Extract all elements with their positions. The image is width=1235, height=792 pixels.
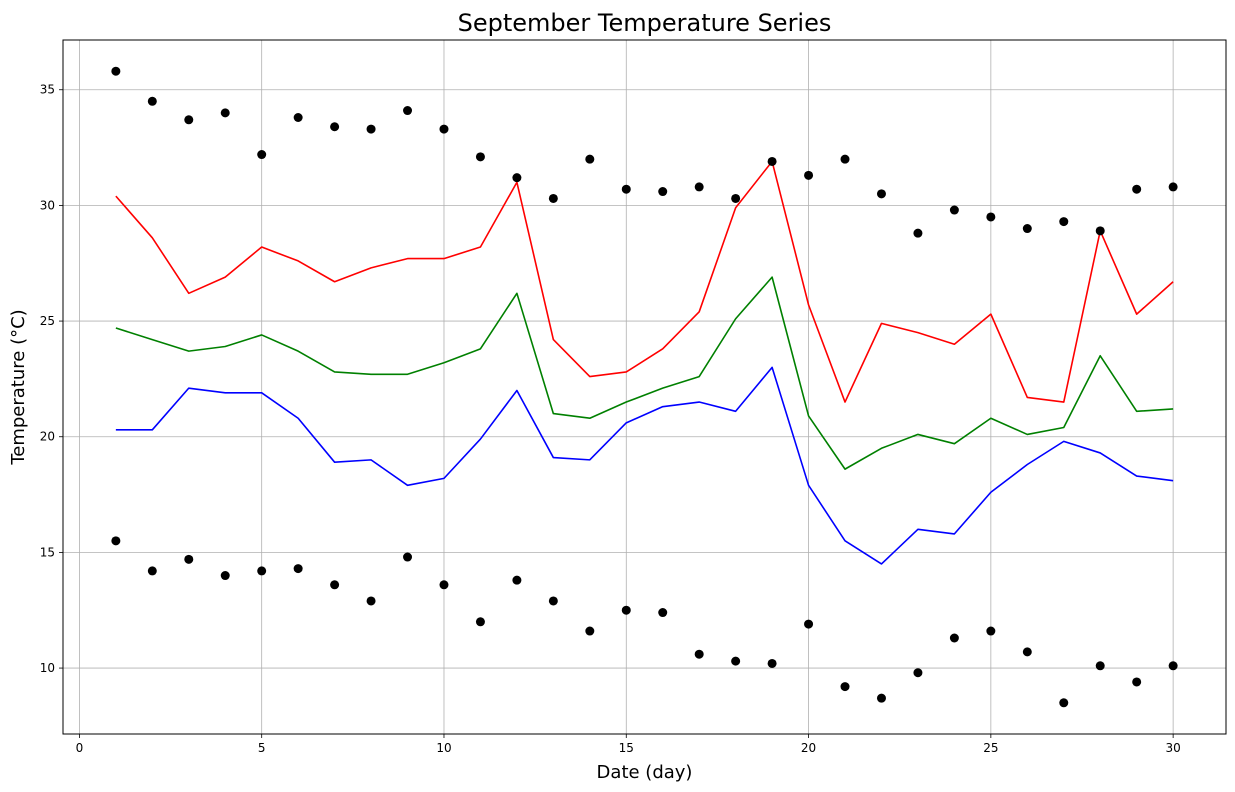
x-tick-label: 0 [76, 741, 84, 755]
x-tick-label: 30 [1165, 741, 1180, 755]
x-axis-title: Date (day) [597, 762, 693, 783]
scatter-point-4 [220, 571, 230, 581]
scatter-point-4 [694, 649, 704, 659]
scatter-point-4 [439, 580, 449, 590]
scatter-point-3 [220, 108, 230, 118]
scatter-point-3 [512, 173, 522, 183]
scatter-point-3 [548, 193, 558, 203]
scatter-point-3 [913, 228, 923, 238]
y-tick-label: 10 [40, 661, 55, 675]
scatter-point-4 [949, 633, 959, 643]
scatter-point-3 [1095, 226, 1105, 236]
scatter-point-3 [1022, 224, 1032, 234]
scatter-point-3 [366, 124, 376, 134]
scatter-point-3 [767, 156, 777, 166]
scatter-point-4 [913, 668, 923, 678]
scatter-point-4 [548, 596, 558, 606]
scatter-point-4 [731, 656, 741, 666]
scatter-point-4 [111, 536, 121, 546]
scatter-point-3 [475, 152, 485, 162]
scatter-point-4 [257, 566, 267, 576]
series-layer [111, 66, 1178, 708]
x-tick-label: 10 [436, 741, 451, 755]
x-tick-label: 15 [619, 741, 634, 755]
x-tick-label: 20 [801, 741, 816, 755]
scatter-point-4 [184, 554, 194, 564]
y-tick-label: 20 [40, 430, 55, 444]
scatter-point-4 [512, 575, 522, 585]
scatter-point-4 [658, 608, 668, 618]
scatter-point-3 [804, 170, 814, 180]
scatter-point-3 [949, 205, 959, 215]
scatter-point-4 [804, 619, 814, 629]
x-tick-label: 25 [983, 741, 998, 755]
scatter-point-3 [111, 66, 121, 76]
scatter-point-4 [1022, 647, 1032, 657]
scatter-point-3 [840, 154, 850, 164]
y-tick-label: 30 [40, 198, 55, 212]
scatter-point-3 [293, 112, 303, 122]
y-tick-label: 35 [40, 83, 55, 97]
scatter-point-4 [366, 596, 376, 606]
y-axis-title: Temperature (°C) [8, 309, 29, 465]
scatter-point-3 [439, 124, 449, 134]
scatter-point-3 [876, 189, 886, 199]
scatter-point-4 [403, 552, 413, 562]
scatter-point-4 [876, 693, 886, 703]
scatter-point-4 [1132, 677, 1142, 687]
scatter-point-3 [658, 187, 668, 197]
scatter-point-4 [585, 626, 595, 636]
scatter-point-3 [621, 184, 631, 194]
scatter-point-4 [293, 564, 303, 574]
scatter-point-3 [257, 150, 267, 160]
scatter-point-3 [1168, 182, 1178, 192]
scatter-point-3 [585, 154, 595, 164]
scatter-point-4 [475, 617, 485, 627]
scatter-point-4 [1095, 661, 1105, 671]
scatter-point-4 [767, 658, 777, 668]
scatter-point-4 [986, 626, 996, 636]
scatter-point-3 [147, 96, 157, 106]
chart-title: September Temperature Series [458, 9, 832, 37]
scatter-point-3 [731, 193, 741, 203]
axis-ticks: 0 5 10 15 20 25 30 10 15 20 25 30 35 [40, 83, 1181, 755]
scatter-point-4 [1168, 661, 1178, 671]
scatter-point-4 [840, 682, 850, 692]
scatter-point-3 [184, 115, 194, 125]
scatter-point-3 [1132, 184, 1142, 194]
scatter-point-4 [621, 605, 631, 615]
series-line-1 [115, 276, 1174, 470]
series-line-2 [115, 366, 1174, 565]
grid-lines [63, 40, 1226, 734]
scatter-point-3 [694, 182, 704, 192]
scatter-point-3 [330, 122, 340, 132]
scatter-point-4 [1059, 698, 1069, 708]
series-line-0 [115, 160, 1174, 403]
plot-area-frame [62, 39, 1227, 735]
scatter-point-4 [147, 566, 157, 576]
y-tick-label: 15 [40, 545, 55, 559]
y-tick-label: 25 [40, 314, 55, 328]
scatter-point-4 [330, 580, 340, 590]
x-tick-label: 5 [258, 741, 266, 755]
scatter-point-3 [403, 106, 413, 116]
scatter-point-3 [1059, 217, 1069, 227]
scatter-point-3 [986, 212, 996, 222]
